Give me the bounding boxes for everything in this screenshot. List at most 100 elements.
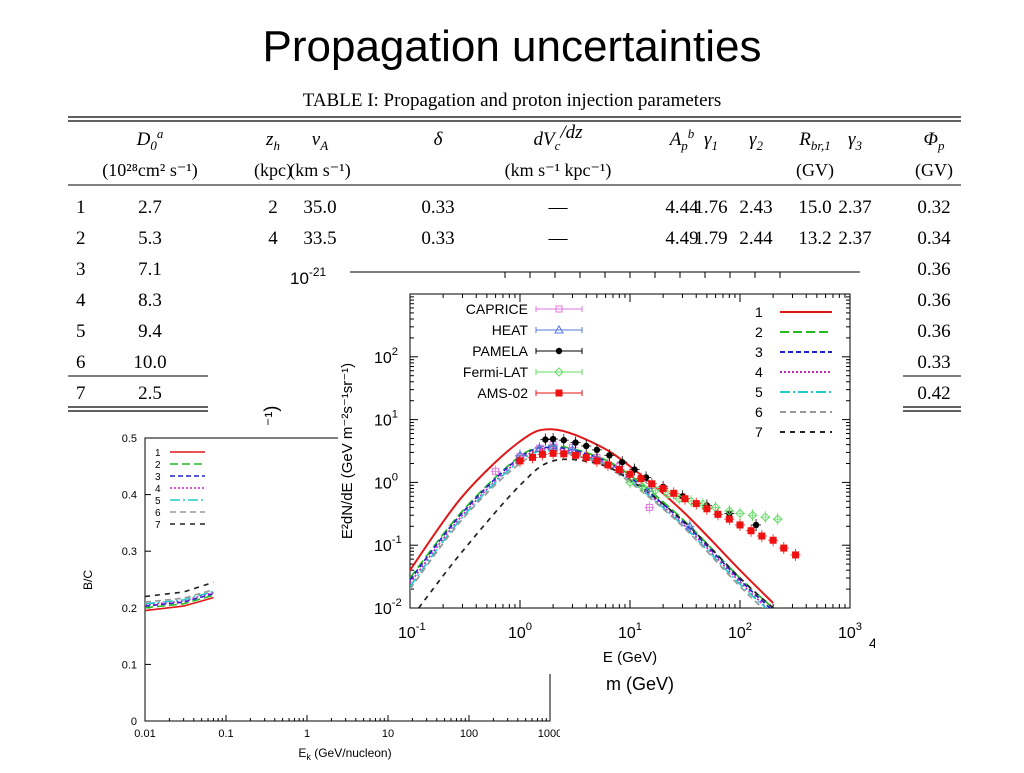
- flux-point-ams-02: [792, 551, 800, 559]
- flux-xtick-label: 10-1: [398, 621, 426, 642]
- table-unit-11: (GV): [915, 160, 953, 181]
- bc-ytick-label: 0.2: [122, 603, 137, 615]
- flux-legend-label-1: 1: [755, 304, 763, 320]
- flux-point-heat: [684, 521, 695, 530]
- bc-xtick-label: 0.1: [218, 728, 233, 740]
- table-header-4: δ: [434, 129, 444, 150]
- table-cell-2-g1: 1.79: [694, 228, 727, 249]
- flux-point-fermi-lat: [698, 499, 708, 509]
- flux-point-ams-02: [725, 515, 733, 523]
- table-unit-5: (km s⁻¹ kpc⁻¹): [505, 160, 612, 181]
- flux-point-fermi-lat: [735, 508, 745, 519]
- bc-ytick-label: 0.1: [122, 659, 137, 671]
- table-cell-2-dVc: —: [548, 228, 569, 249]
- flux-plot-svg: 10-2 10-1 100 101 102 10-1 100 101 102 103 E (GeV)…: [339, 293, 862, 666]
- flux-legend-marker-heat: [554, 324, 564, 334]
- flux-point-pamela: [542, 436, 549, 443]
- flux-point-pamela: [572, 439, 579, 446]
- flux-xtick-label: 102: [728, 621, 752, 642]
- flux-point-ams-02: [560, 450, 568, 458]
- flux-series-7: [418, 458, 774, 608]
- table-cell-2-zh: 4: [268, 228, 278, 249]
- flux-point-pamela: [619, 458, 626, 466]
- flux-point-ams-02: [747, 527, 755, 535]
- flux-ytick-label: 10-2: [374, 597, 402, 618]
- table-cell-4-id: 4: [76, 290, 86, 311]
- flux-point-pamela: [560, 436, 567, 444]
- flux-point-ams-02: [626, 470, 634, 478]
- flux-point-fermi-lat: [625, 477, 635, 488]
- flux-point-ams-02: [572, 451, 580, 459]
- bc-ytick-label: 0.4: [122, 490, 137, 502]
- table-cell-2-Ap: 4.49: [665, 228, 698, 249]
- flux-legend-marker-pamela: [555, 347, 563, 355]
- flux-legend-marker-fermi-lat: [554, 367, 564, 377]
- bc-xlabel: Ek (GeV/nucleon): [298, 746, 391, 762]
- table-cell-2-id: 2: [76, 228, 86, 249]
- bc-series-2: [144, 594, 214, 609]
- table-header-5: dVc/dz: [533, 122, 583, 153]
- flux-point-ams-02: [604, 461, 612, 469]
- table-cell-2-delta: 0.33: [421, 228, 454, 249]
- flux-ytick-label: 10-1: [374, 534, 402, 555]
- bc-legend-label-5: 5: [155, 496, 161, 507]
- flux-point-pamela: [549, 435, 557, 443]
- table-cell-3-id: 3: [76, 259, 86, 280]
- flux-legend-label-6: 6: [755, 404, 763, 420]
- flux-legend-label-heat: HEAT: [492, 322, 529, 338]
- flux-legend-label-2: 2: [755, 324, 763, 340]
- flux-legend-label-fermi-lat: Fermi-LAT: [463, 364, 529, 380]
- table-cell-5-id: 5: [76, 321, 86, 342]
- flux-point-ams-02: [736, 521, 744, 529]
- bc-xtick-label: 100: [460, 728, 478, 740]
- flux-xtick-label: 101: [618, 621, 642, 642]
- table-cell-2-phi: 0.34: [917, 228, 951, 249]
- flux-point-ams-02: [516, 457, 524, 465]
- cross-section-right-tick: 4: [869, 635, 875, 651]
- table-cell-7-D0: 2.5: [138, 383, 162, 404]
- table-cell-1-zh: 2: [268, 197, 278, 218]
- table-cell-6-D0: 10.0: [133, 352, 166, 373]
- bc-legend-label-4: 4: [155, 484, 161, 495]
- table-header-2: zh: [265, 129, 280, 153]
- table-header-7: γ1: [704, 129, 718, 153]
- flux-point-pamela: [752, 521, 760, 529]
- flux-point-ams-02: [670, 489, 678, 497]
- flux-point-fermi-lat: [760, 512, 771, 522]
- parameter-table-grid: D0a zh vA δ dVc/dz Apb γ1 γ2 Rbr,1 γ3 Φp (10²⁸cm² s…: [68, 116, 961, 412]
- table-header-11: Φp: [924, 129, 945, 153]
- table-header-1: D0a: [136, 126, 164, 153]
- bc-series-5: [144, 590, 214, 605]
- bc-ylabel: B/C: [81, 570, 95, 590]
- table-cell-4-phi: 0.36: [917, 290, 950, 311]
- table-cell-2-Rbr: 13.2: [798, 228, 831, 249]
- table-cell-1-delta: 0.33: [421, 197, 454, 218]
- table-cell-1-g1: 1.76: [694, 197, 727, 218]
- flux-plot: 10-2 10-1 100 101 102 10-1 100 101 102 103 E (GeV)…: [338, 288, 868, 674]
- table-cell-6-phi: 0.33: [917, 352, 950, 373]
- parameter-table: D0a zh vA δ dVc/dz Apb γ1 γ2 Rbr,1 γ3 Φp (10²⁸cm² s…: [68, 113, 961, 413]
- table-cell-5-D0: 9.4: [138, 321, 162, 342]
- table-cell-7-id: 7: [76, 383, 86, 404]
- bc-series-1: [144, 596, 214, 612]
- flux-point-ams-02: [758, 532, 766, 540]
- bc-legend-label-3: 3: [155, 472, 161, 483]
- table-unit-3: (km s⁻¹): [289, 160, 350, 181]
- bc-ytick-label: 0.5: [122, 433, 137, 445]
- table-header-3: vA: [312, 129, 328, 153]
- bc-ytick-label: 0: [131, 716, 137, 728]
- flux-point-ams-02: [538, 450, 546, 458]
- flux-series-2: [410, 445, 774, 608]
- flux-legend-label-ams-02: AMS-02: [477, 385, 528, 401]
- bc-legend-label-1: 1: [155, 448, 161, 459]
- table-cell-1-vA: 35.0: [303, 197, 336, 218]
- flux-point-ams-02: [582, 453, 590, 461]
- flux-legend-label-caprice: CAPRICE: [466, 301, 528, 317]
- flux-legend-marker-caprice: [555, 305, 563, 313]
- flux-legend-label-pamela: PAMELA: [472, 343, 528, 359]
- table-cell-2-g3: 2.37: [838, 228, 871, 249]
- flux-point-ams-02: [659, 484, 667, 492]
- flux-series-5: [410, 449, 768, 608]
- table-unit-2: (kpc): [254, 160, 292, 181]
- flux-plot-frame: [409, 293, 851, 609]
